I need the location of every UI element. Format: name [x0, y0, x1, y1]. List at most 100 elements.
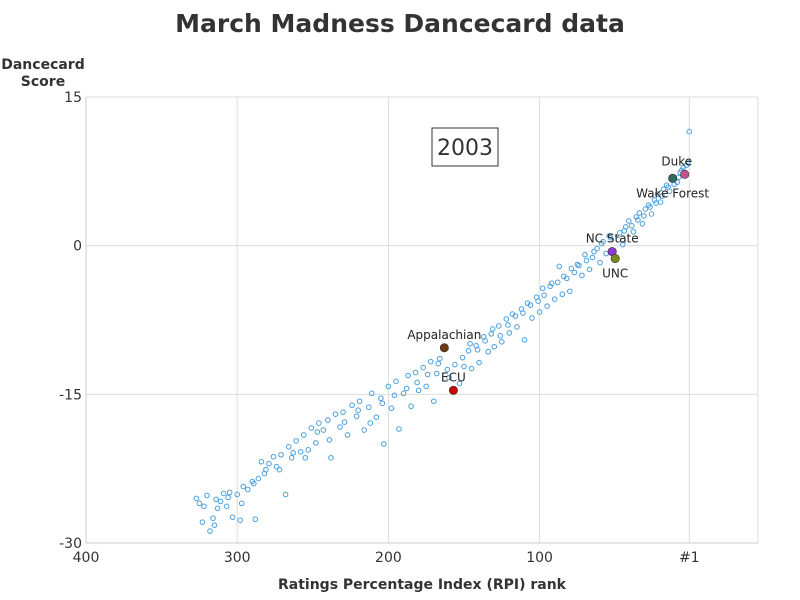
data-point: [615, 236, 622, 243]
data-point: [476, 359, 482, 366]
data-point: [437, 355, 443, 362]
data-point: [316, 420, 322, 426]
data-point: [270, 453, 277, 460]
team-label-unc: UNC: [602, 267, 628, 281]
data-point: [288, 454, 295, 461]
data-point: [629, 223, 635, 229]
y-axis-label-line-2: Score: [21, 74, 65, 90]
team-label-wake-forest: Wake Forest: [636, 186, 709, 200]
data-point: [400, 390, 407, 397]
data-point: [225, 494, 231, 501]
data-point: [308, 425, 315, 431]
data-point: [210, 515, 216, 522]
data-point: [497, 333, 504, 339]
data-point: [579, 272, 585, 279]
data-point: [591, 248, 597, 255]
data-point: [554, 279, 561, 286]
data-point: [433, 370, 440, 377]
data-point: [234, 491, 240, 498]
data-point: [641, 213, 647, 219]
data-point: [328, 454, 334, 461]
highlight-point-wake-forest: [668, 173, 678, 183]
data-point: [589, 254, 596, 261]
data-point: [452, 361, 458, 368]
data-point: [276, 466, 283, 473]
data-point: [660, 186, 667, 192]
highlight-point-unc: [610, 254, 620, 264]
data-point: [427, 358, 434, 365]
data-point: [506, 330, 513, 336]
data-point: [514, 324, 520, 330]
team-label-duke: Duke: [661, 154, 692, 168]
data-point: [633, 214, 640, 220]
data-point: [551, 296, 558, 302]
data-point: [621, 228, 628, 234]
x-tick-label: 200: [375, 550, 402, 566]
data-point: [220, 490, 227, 497]
data-point: [403, 385, 410, 392]
data-point: [314, 429, 321, 435]
data-point: [648, 211, 655, 217]
y-tick-label: 15: [64, 90, 82, 106]
data-point: [567, 288, 573, 295]
data-point: [353, 413, 360, 419]
x-axis-label: Ratings Percentage Index (RPI) rank: [278, 577, 567, 593]
data-point: [420, 364, 426, 371]
data-point: [571, 269, 578, 276]
data-point: [217, 498, 224, 505]
x-tick-label: #1: [679, 550, 700, 566]
data-point: [635, 217, 641, 223]
y-tick-label: -15: [59, 387, 82, 403]
chart-title: March Madness Dancecard data: [175, 9, 625, 38]
data-point: [659, 193, 665, 199]
data-point: [467, 340, 473, 347]
year-annotation: 2003: [431, 127, 499, 167]
data-point: [547, 283, 553, 290]
data-point: [560, 273, 567, 280]
data-point: [305, 447, 312, 453]
data-point: [539, 285, 546, 292]
data-point: [485, 348, 491, 355]
data-point: [297, 449, 304, 455]
data-point: [393, 378, 399, 385]
data-point: [415, 387, 422, 394]
data-point: [651, 197, 658, 203]
data-point: [639, 221, 646, 227]
data-point: [340, 409, 346, 415]
data-point: [381, 441, 387, 447]
data-point: [499, 339, 505, 345]
highlight-point-ecu: [448, 385, 458, 395]
data-point: [302, 454, 309, 461]
y-axis-label-line-1: Dancecard: [1, 57, 85, 73]
data-point: [278, 451, 284, 458]
highlight-point-appalachian: [439, 343, 449, 353]
data-point: [636, 210, 643, 216]
data-point: [391, 392, 398, 399]
data-point: [282, 491, 289, 498]
highlighted-teams: Duke Wake Forest NC State UNC Appalachian ECU: [407, 154, 709, 395]
data-point: [556, 263, 563, 270]
data-point: [414, 379, 420, 386]
data-point: [520, 310, 526, 316]
data-point: [630, 228, 637, 235]
data-point: [568, 265, 575, 272]
data-point: [598, 240, 605, 247]
data-point: [285, 444, 292, 450]
data-point: [491, 343, 498, 350]
data-point: [349, 402, 355, 409]
data-point: [378, 395, 384, 402]
data-point: [683, 162, 690, 169]
x-tick-label: 400: [73, 550, 100, 566]
data-point: [583, 257, 590, 264]
data-point: [300, 432, 307, 438]
data-point: [435, 360, 442, 367]
data-point: [199, 519, 206, 525]
data-point: [607, 234, 614, 241]
data-point: [204, 492, 210, 499]
data-point: [388, 405, 395, 412]
data-point: [405, 372, 411, 379]
data-point: [344, 432, 351, 438]
data-point: [255, 475, 262, 482]
